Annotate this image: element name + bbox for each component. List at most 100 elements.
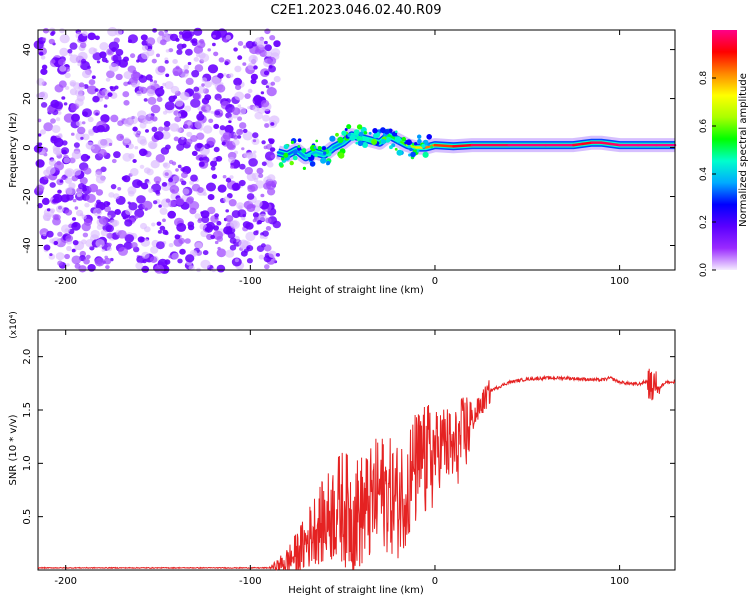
signal-speckle bbox=[320, 157, 327, 164]
signal-speckle bbox=[337, 136, 344, 144]
noise-blob bbox=[90, 145, 95, 150]
noise-blob bbox=[225, 209, 229, 213]
noise-blob bbox=[60, 194, 70, 203]
noise-blob bbox=[212, 157, 217, 162]
noise-blob bbox=[143, 167, 151, 174]
noise-blob bbox=[95, 239, 105, 248]
signal-speckle bbox=[427, 143, 430, 146]
noise-blob bbox=[53, 240, 59, 246]
signal-speckle bbox=[292, 149, 298, 155]
noise-blob bbox=[110, 184, 117, 190]
noise-blob bbox=[268, 138, 275, 144]
noise-blob bbox=[266, 87, 277, 97]
noise-blob bbox=[177, 258, 183, 264]
noise-blob bbox=[97, 148, 107, 158]
signal-speckle bbox=[405, 139, 412, 146]
noise-blob bbox=[161, 182, 168, 187]
noise-blob bbox=[221, 141, 226, 146]
noise-blob bbox=[124, 234, 134, 243]
noise-blob bbox=[95, 112, 99, 116]
noise-blob bbox=[65, 177, 73, 184]
noise-blob bbox=[71, 150, 82, 160]
noise-blob bbox=[57, 231, 63, 237]
noise-blob bbox=[54, 161, 64, 171]
noise-blob bbox=[82, 133, 90, 141]
spectrogram-image bbox=[33, 27, 677, 274]
noise-blob bbox=[37, 203, 43, 209]
noise-blob bbox=[151, 58, 157, 64]
noise-blob bbox=[163, 125, 170, 132]
noise-blob bbox=[64, 253, 70, 260]
noise-blob bbox=[128, 190, 135, 197]
noise-blob bbox=[69, 157, 76, 164]
noise-blob bbox=[81, 58, 87, 64]
noise-blob bbox=[200, 259, 211, 269]
noise-blob bbox=[196, 53, 201, 58]
noise-blob bbox=[125, 208, 132, 215]
x-tick-label: -100 bbox=[239, 576, 262, 587]
noise-blob bbox=[123, 81, 129, 87]
noise-blob bbox=[84, 202, 90, 208]
noise-blob bbox=[195, 242, 203, 249]
spectrogram-frame bbox=[37, 29, 676, 271]
noise-blob bbox=[122, 152, 132, 162]
noise-blob bbox=[265, 217, 272, 224]
noise-blob bbox=[40, 68, 48, 75]
noise-blob bbox=[103, 104, 108, 108]
noise-blob bbox=[46, 208, 51, 212]
noise-blob bbox=[82, 232, 89, 238]
noise-blob bbox=[108, 142, 113, 146]
noise-blob bbox=[196, 132, 205, 140]
noise-blob bbox=[177, 136, 188, 146]
noise-blob bbox=[172, 175, 181, 183]
noise-blob bbox=[58, 133, 63, 137]
noise-blob bbox=[248, 158, 258, 167]
noise-blob bbox=[175, 197, 185, 206]
noise-blob bbox=[201, 83, 205, 87]
noise-blob bbox=[80, 136, 84, 140]
noise-blob bbox=[184, 238, 191, 244]
noise-blob bbox=[241, 216, 246, 221]
noise-blob bbox=[49, 182, 56, 188]
signal-speckle bbox=[323, 151, 327, 155]
noise-blob bbox=[73, 168, 82, 176]
noise-blob bbox=[60, 176, 65, 180]
noise-blob bbox=[59, 179, 64, 183]
signal-core-segment bbox=[581, 141, 594, 146]
signal-speckle bbox=[283, 152, 289, 158]
colorbar-tick-label: 0.8 bbox=[699, 71, 709, 86]
noise-blob bbox=[95, 174, 106, 184]
noise-blob bbox=[75, 120, 82, 127]
noise-blob bbox=[118, 246, 128, 256]
noise-blob bbox=[225, 249, 235, 258]
colorbar-tick-label: 0.0 bbox=[699, 263, 709, 278]
noise-blob bbox=[265, 51, 273, 58]
noise-blob bbox=[41, 64, 48, 70]
noise-blob bbox=[79, 213, 84, 217]
noise-blob bbox=[190, 39, 195, 43]
noise-blob bbox=[128, 34, 138, 44]
noise-blob bbox=[219, 125, 226, 131]
noise-blob bbox=[141, 51, 150, 60]
noise-blob bbox=[204, 143, 211, 150]
noise-blob bbox=[214, 240, 219, 245]
noise-blob bbox=[171, 252, 180, 260]
noise-blob bbox=[52, 147, 62, 155]
noise-blob bbox=[158, 126, 164, 132]
noise-blob bbox=[253, 150, 257, 154]
noise-blob bbox=[43, 122, 54, 132]
noise-blob bbox=[80, 42, 87, 49]
noise-blob bbox=[185, 254, 195, 263]
noise-blob bbox=[229, 175, 234, 180]
noise-blob bbox=[257, 220, 262, 225]
noise-blob bbox=[184, 105, 192, 112]
noise-blob bbox=[270, 154, 276, 159]
noise-blob bbox=[46, 230, 54, 238]
noise-blob bbox=[218, 57, 225, 63]
noise-blob bbox=[63, 157, 70, 164]
y-tick-label: -20 bbox=[22, 188, 33, 204]
noise-blob bbox=[71, 132, 75, 136]
noise-blob bbox=[213, 51, 219, 57]
signal-speckle bbox=[363, 131, 368, 135]
noise-blob bbox=[181, 180, 187, 186]
